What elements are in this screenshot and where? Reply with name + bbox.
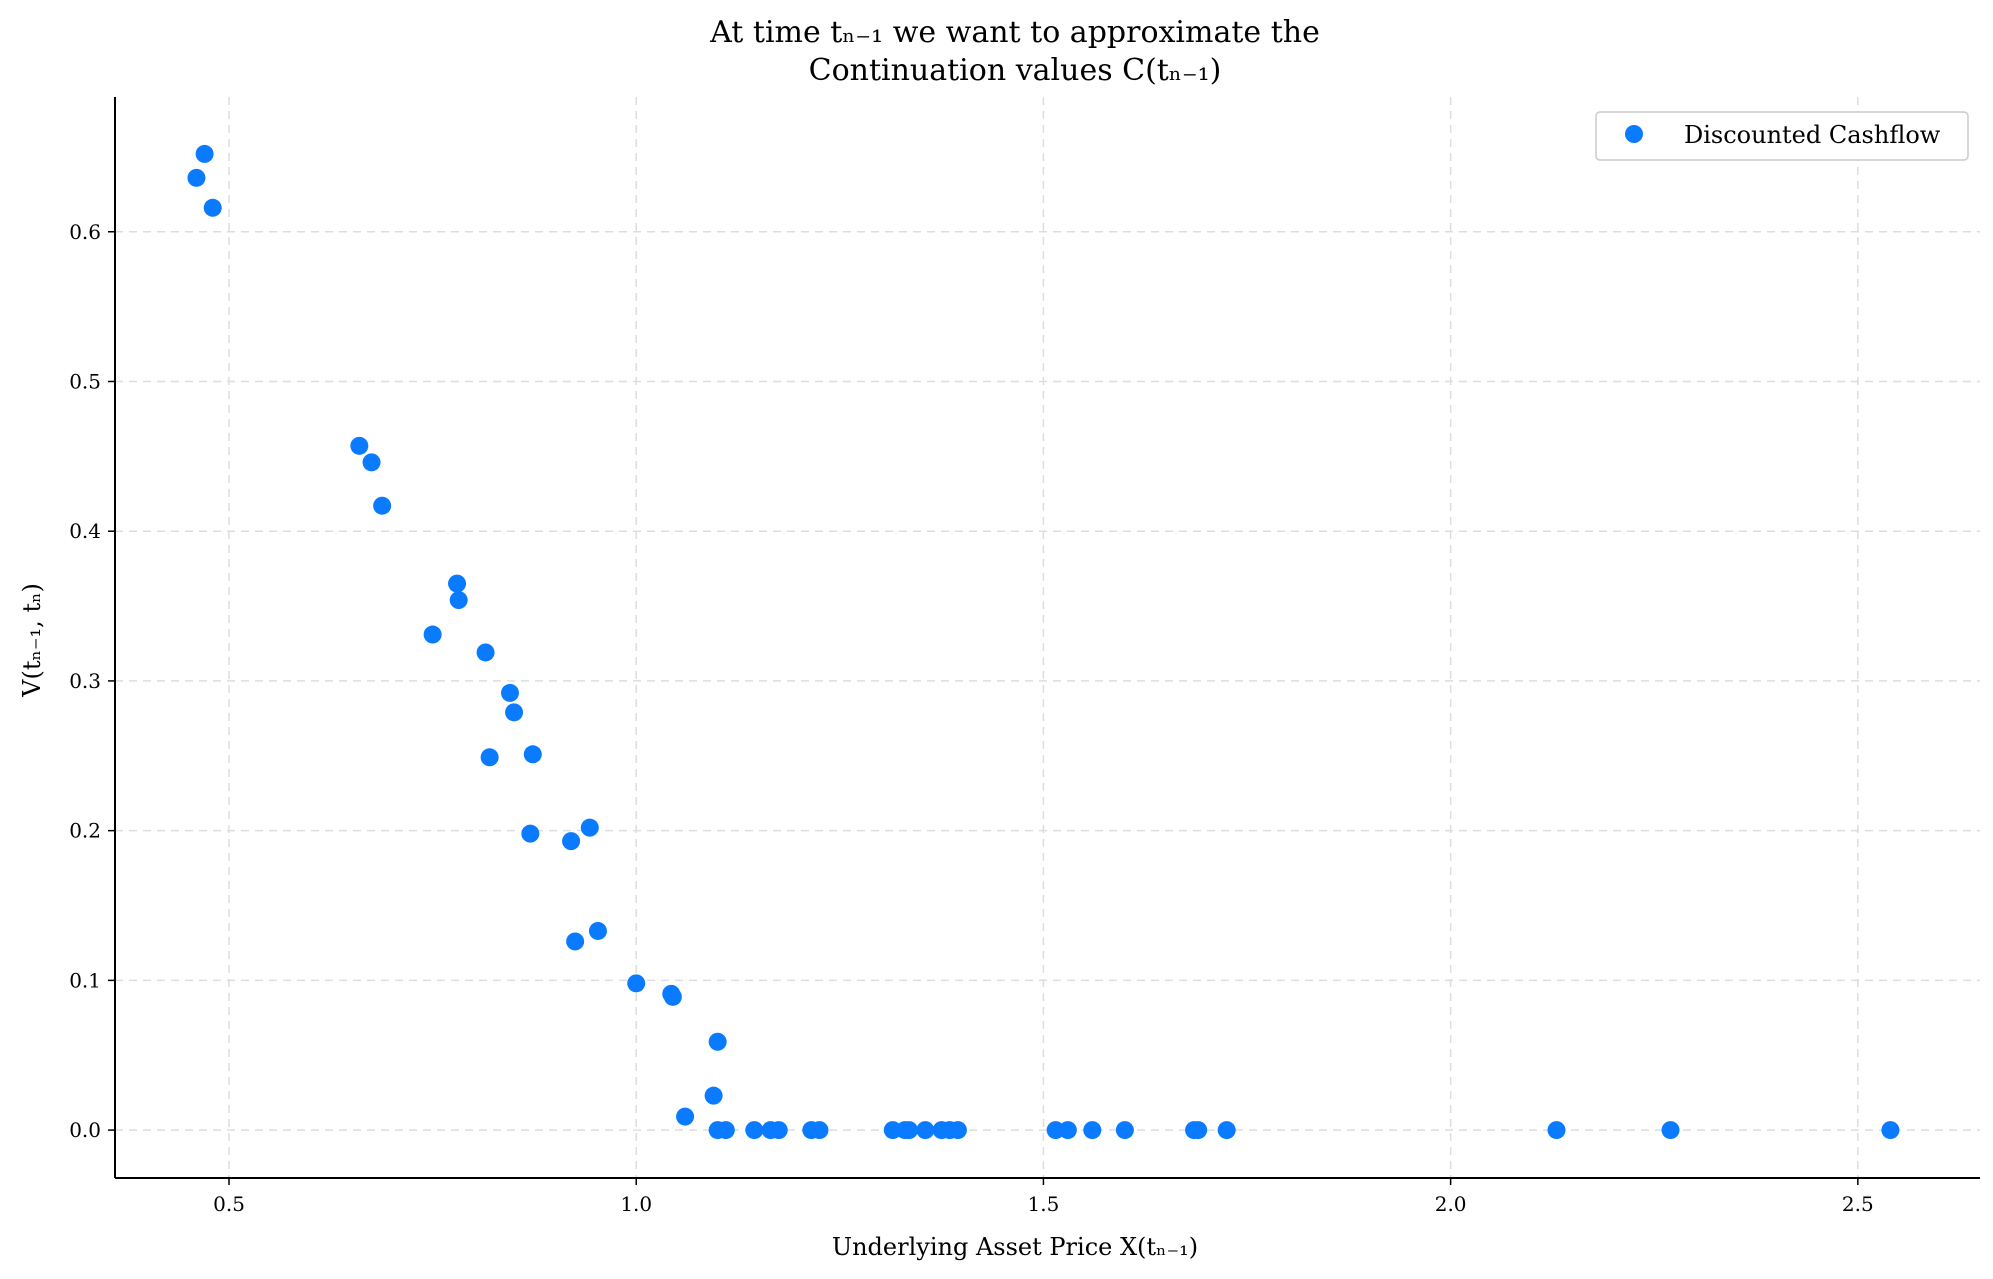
x-axis-label: Underlying Asset Price X(tₙ₋₁) [832, 1233, 1198, 1261]
grid-lines [115, 97, 1980, 1178]
data-point [627, 974, 646, 993]
data-point [195, 144, 214, 163]
data-point [948, 1121, 967, 1140]
data-point [580, 818, 599, 837]
x-tick-label: 2.0 [1435, 1192, 1467, 1216]
data-point [1881, 1121, 1900, 1140]
y-axis-label: V(tₙ₋₁, tₙ) [18, 583, 46, 698]
x-tick-label: 0.5 [213, 1192, 245, 1216]
x-tick-label: 1.0 [620, 1192, 652, 1216]
data-point [476, 643, 495, 662]
legend: Discounted Cashflow [1595, 111, 1969, 161]
data-point [663, 987, 682, 1006]
y-tick-label: 0.3 [69, 669, 101, 693]
data-point [588, 921, 607, 940]
data-point [521, 824, 540, 843]
x-tick-label: 2.5 [1842, 1192, 1874, 1216]
legend-box [1595, 111, 1969, 161]
legend-entry-discounted-cashflow: Discounted Cashflow [1684, 121, 1941, 149]
y-tick-label: 0.5 [69, 369, 101, 393]
legend-marker [1625, 125, 1643, 143]
data-point [566, 932, 585, 951]
data-point [1547, 1121, 1566, 1140]
data-point [1115, 1121, 1134, 1140]
data-point [562, 832, 581, 851]
y-tick-label: 0.1 [69, 968, 101, 992]
data-point [423, 625, 442, 644]
data-point [500, 683, 519, 702]
y-tick-label: 0.6 [69, 220, 101, 244]
data-points [187, 144, 1900, 1140]
chart-title-line-1: At time tₙ₋₁ we want to approximate the [709, 15, 1320, 50]
data-point [448, 574, 467, 593]
y-tick-label: 0.0 [69, 1118, 101, 1142]
data-point [203, 198, 222, 217]
data-point [480, 748, 499, 767]
x-tick-label: 1.5 [1028, 1192, 1060, 1216]
data-point [362, 453, 381, 472]
data-point [810, 1121, 829, 1140]
data-point [769, 1121, 788, 1140]
data-point [187, 168, 206, 187]
y-tick-label: 0.2 [69, 819, 101, 843]
chart-title-line-2: Continuation values C(tₙ₋₁) [809, 53, 1222, 88]
data-point [900, 1121, 919, 1140]
y-tick-label: 0.4 [69, 519, 101, 543]
data-point [373, 496, 392, 515]
data-point [745, 1121, 764, 1140]
data-point [704, 1086, 723, 1105]
data-point [1661, 1121, 1680, 1140]
data-point [1058, 1121, 1077, 1140]
axes [114, 97, 1980, 1179]
data-point [708, 1032, 727, 1051]
x-ticks: 0.5 1.0 1.5 2.0 2.5 [213, 1178, 1874, 1216]
data-point [505, 703, 524, 722]
data-point [1217, 1121, 1236, 1140]
data-point [1083, 1121, 1102, 1140]
data-point [676, 1107, 695, 1126]
y-ticks: 0.0 0.1 0.2 0.3 0.4 0.5 0.6 [69, 220, 115, 1142]
data-point [523, 745, 542, 764]
data-point [350, 436, 369, 455]
data-point [716, 1121, 735, 1140]
data-point [916, 1121, 935, 1140]
data-point [1189, 1121, 1208, 1140]
data-point [449, 591, 468, 610]
